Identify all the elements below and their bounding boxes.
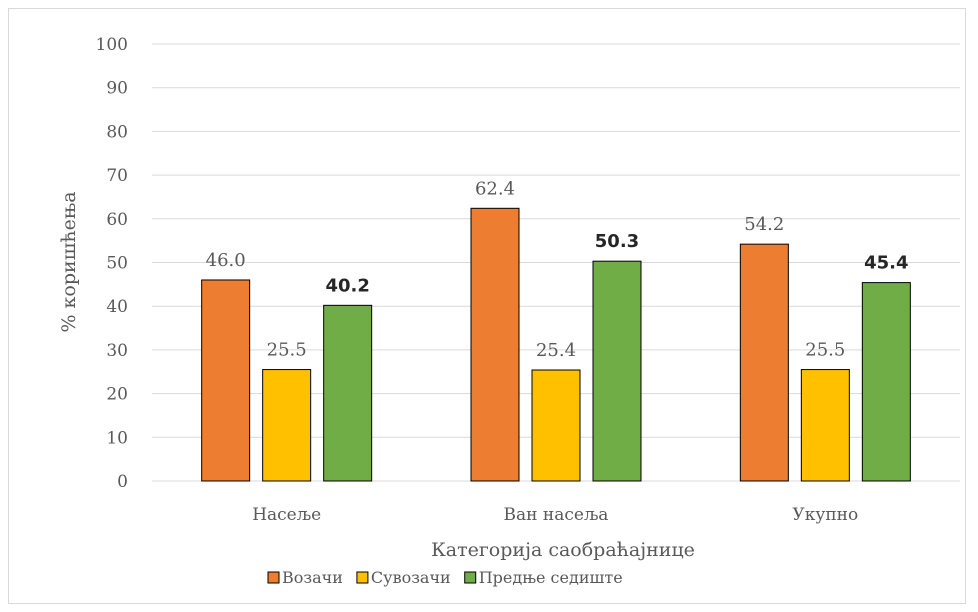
y-tick-label: 70 — [106, 166, 128, 186]
y-tick-label: 30 — [106, 341, 128, 361]
bar — [470, 207, 520, 482]
bar — [262, 369, 312, 482]
legend: Возачи Сувозачи Предње седиште — [267, 568, 623, 587]
bar — [592, 260, 642, 482]
data-label: 46.0 — [206, 250, 246, 271]
x-tick-label: Насеље — [252, 505, 321, 525]
legend-label: Возачи — [282, 568, 343, 587]
data-label: 25.5 — [267, 340, 307, 361]
y-tick-label: 20 — [106, 385, 128, 405]
y-tick-label: 80 — [106, 122, 128, 142]
legend-label: Сувозачи — [371, 568, 451, 587]
y-axis-title: % коришћења — [58, 191, 80, 332]
legend-swatch — [464, 571, 477, 584]
y-tick-label: 10 — [106, 428, 128, 448]
y-tick-label: 60 — [106, 210, 128, 230]
x-tick-label: Ван насеља — [504, 505, 609, 525]
y-axis-ticks: 0 10 20 30 40 50 60 70 80 90 100 — [96, 35, 128, 492]
data-label: 50.3 — [595, 231, 639, 252]
x-axis-title: Категорија саобраћајнице — [431, 539, 695, 561]
data-label: 25.4 — [536, 340, 576, 361]
bar — [201, 279, 251, 482]
legend-label: Предње седиште — [479, 568, 623, 587]
data-label: 45.4 — [864, 253, 908, 274]
x-axis-categories: Насеље Ван насеља Укупно — [252, 505, 858, 525]
bars — [201, 207, 911, 482]
bar — [323, 304, 373, 482]
y-tick-label: 40 — [106, 297, 128, 317]
legend-item: Сувозачи — [356, 568, 451, 587]
y-tick-label: 100 — [96, 35, 128, 55]
bar — [531, 369, 581, 482]
data-label: 40.2 — [325, 275, 369, 296]
y-tick-label: 50 — [106, 254, 128, 274]
data-label: 25.5 — [805, 340, 845, 361]
data-label: 62.4 — [475, 178, 515, 199]
y-tick-label: 0 — [117, 472, 128, 492]
legend-swatch — [356, 571, 369, 584]
data-label: 54.2 — [744, 214, 784, 235]
data-labels: 46.0 25.5 40.2 62.4 25.4 50.3 54.2 25.5 45.4 — [206, 178, 909, 361]
bar — [861, 282, 911, 482]
legend-item: Предње седиште — [464, 568, 623, 587]
y-tick-label: 90 — [106, 79, 128, 99]
bar — [739, 243, 789, 482]
x-tick-label: Укупно — [792, 505, 858, 525]
legend-item: Возачи — [267, 568, 343, 587]
bar — [800, 369, 850, 482]
legend-swatch — [267, 571, 280, 584]
